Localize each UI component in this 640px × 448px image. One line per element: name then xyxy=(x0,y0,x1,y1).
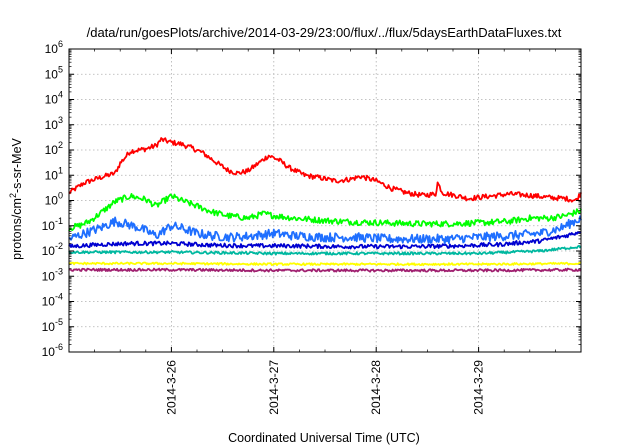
y-tick-label: 10-4 xyxy=(42,292,63,309)
series-line-4 xyxy=(68,231,582,250)
y-tick-label: 10-2 xyxy=(42,241,63,258)
x-tick-label: 2014-3-26 xyxy=(164,360,178,415)
y-tick-label: 10-6 xyxy=(42,342,63,359)
series-line-5 xyxy=(68,244,582,256)
series-line-6 xyxy=(68,261,582,267)
y-tick-label: 100 xyxy=(45,191,63,208)
y-tick-label: 104 xyxy=(45,90,63,107)
y-tick-label: 10-1 xyxy=(42,216,63,233)
y-tick-label: 10-3 xyxy=(42,266,63,283)
series-line-3 xyxy=(68,215,582,245)
x-tick-label: 2014-3-27 xyxy=(267,360,281,415)
y-tick-label: 103 xyxy=(45,115,63,132)
series-group xyxy=(68,137,582,273)
y-tick-label: 10-5 xyxy=(42,317,63,334)
y-tick-label: 102 xyxy=(45,140,63,157)
ticks: 10-6 10-5 10-4 10-3 10-2 10-1 100 101 102 103 104 1… xyxy=(42,39,581,415)
y-tick-label: 106 xyxy=(45,39,63,56)
series-line-1 xyxy=(68,137,582,203)
chart-title: /data/run/goesPlots/archive/2014-03-29/2… xyxy=(87,25,562,40)
y-tick-label: 105 xyxy=(45,64,63,81)
x-axis-label: Coordinated Universal Time (UTC) xyxy=(228,431,420,445)
series-line-2 xyxy=(68,192,582,232)
series-line-7 xyxy=(68,267,582,273)
x-tick-label: 2014-3-29 xyxy=(472,360,486,415)
x-tick-label: 2014-3-28 xyxy=(369,360,383,415)
y-tick-label: 101 xyxy=(45,165,63,182)
y-axis-label: protons/cm2-s-sr-MeV xyxy=(8,137,24,259)
